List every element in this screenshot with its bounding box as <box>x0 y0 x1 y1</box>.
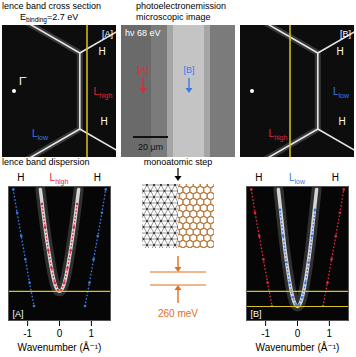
svg-text:H: H <box>98 46 105 57</box>
svg-text:Wavenumber (Å⁻¹): Wavenumber (Å⁻¹) <box>256 341 340 353</box>
svg-text:hν 68 eV: hν 68 eV <box>125 28 161 38</box>
svg-text:H: H <box>17 172 24 183</box>
svg-text:Wavenumber (Å⁻¹): Wavenumber (Å⁻¹) <box>18 341 102 353</box>
svg-text:H: H <box>338 116 345 127</box>
svg-text:lence band cross section: lence band cross section <box>2 1 101 11</box>
svg-text:-1: -1 <box>23 328 32 339</box>
svg-text:[B]: [B] <box>183 65 194 75</box>
svg-text:microscopic image: microscopic image <box>136 12 211 22</box>
svg-text:H: H <box>100 116 107 127</box>
svg-text:0: 0 <box>295 328 301 339</box>
svg-text:1: 1 <box>327 328 333 339</box>
svg-text:Llow: Llow <box>32 128 49 141</box>
svg-text:H: H <box>332 172 339 183</box>
svg-text:Llow: Llow <box>333 86 350 99</box>
svg-text:lence band dispersion: lence band dispersion <box>2 157 90 167</box>
svg-text:Ebinding=2.7 eV: Ebinding=2.7 eV <box>20 12 78 24</box>
svg-text:Lhigh: Lhigh <box>50 172 69 186</box>
svg-text:Γ̄: Γ̄ <box>19 75 27 87</box>
svg-text:[B]: [B] <box>340 29 351 39</box>
svg-text:20 μm: 20 μm <box>138 142 163 152</box>
svg-text:[A]: [A] <box>137 65 148 75</box>
svg-text:monoatomic step: monoatomic step <box>144 157 213 167</box>
svg-text:[B]: [B] <box>251 309 262 319</box>
svg-text:[A]: [A] <box>102 29 113 39</box>
svg-text:Lhigh: Lhigh <box>94 86 113 100</box>
svg-text:H: H <box>336 46 343 57</box>
svg-text:Llow: Llow <box>289 172 306 185</box>
svg-text:[A]: [A] <box>13 309 24 319</box>
svg-text:-1: -1 <box>261 328 270 339</box>
svg-text:H: H <box>94 172 101 183</box>
svg-text:H: H <box>255 172 262 183</box>
svg-text:Lhigh: Lhigh <box>269 128 288 142</box>
svg-text:260 meV: 260 meV <box>158 308 198 319</box>
svg-text:0: 0 <box>57 328 63 339</box>
svg-text:photoelectronemission: photoelectronemission <box>136 1 226 11</box>
svg-text:1: 1 <box>89 328 95 339</box>
